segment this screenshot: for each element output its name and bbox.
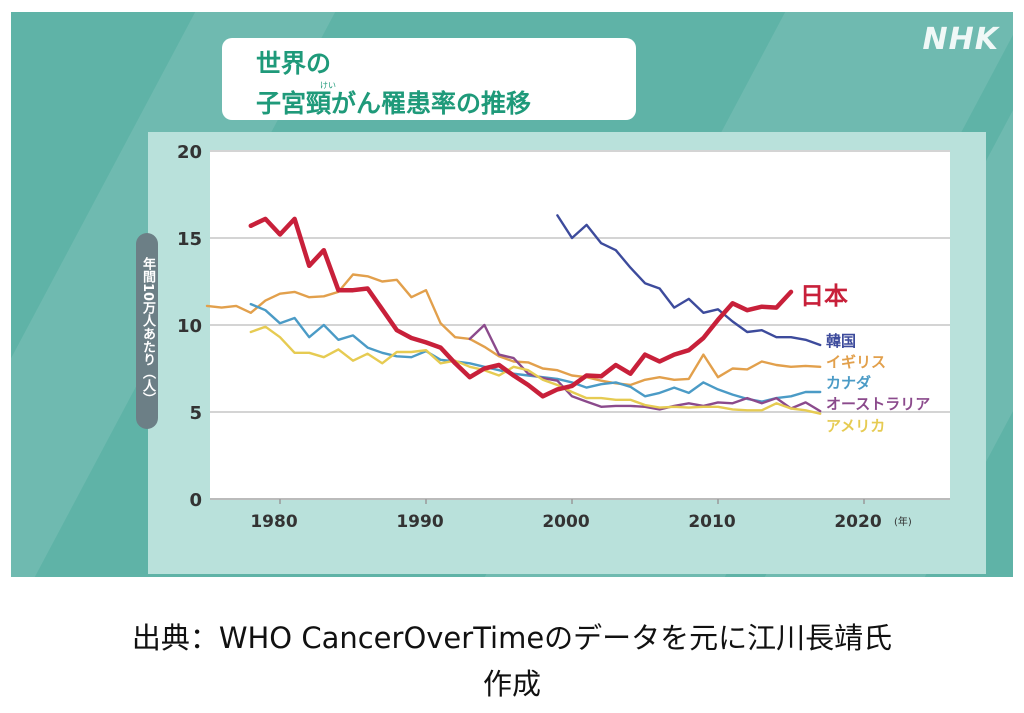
y-tick-label: 20 (177, 142, 202, 163)
series-line (249, 325, 822, 415)
series-label: 韓国 (826, 332, 856, 350)
y-tick-label: 15 (177, 229, 202, 250)
caption-line2: 作成 (482, 667, 541, 701)
x-tick-label: 1980 (250, 512, 297, 532)
y-tick-label: 0 (189, 490, 202, 511)
source-caption: 出典：WHO CancerOverTimeのデータを元に江川長靖氏 作成 (0, 615, 1024, 707)
series-label: アメリカ (826, 417, 885, 435)
series-label: オーストラリア (826, 395, 930, 413)
caption-line1: 出典：WHO CancerOverTimeのデータを元に江川長靖氏 (131, 621, 893, 655)
series-line (248, 216, 794, 399)
x-axis-unit: (年) (894, 515, 912, 528)
line-chart: 0 5 10 15 20 1980 1990 2000 2010 2020 (年) 韓国イギリスカナダ… (177, 142, 950, 532)
y-tick-label: 5 (189, 403, 202, 424)
series-label: 日本 (800, 282, 848, 310)
x-tick-label: 1990 (396, 512, 443, 532)
x-tick-label: 2010 (688, 512, 735, 532)
chart-title-box: 世界の けい 子宮頸がん罹患率の推移 (222, 38, 636, 120)
nhk-logo: NHK (922, 22, 999, 57)
x-tick-label: 2020 (834, 512, 881, 532)
series-label: カナダ (826, 374, 871, 392)
chart-title-ruby: けい (320, 81, 336, 90)
x-tick-label: 2000 (542, 512, 589, 532)
chart-title-line2: 子宮頸がん罹患率の推移 (256, 89, 532, 118)
chart-title-line1: 世界の (256, 49, 332, 78)
y-tick-label: 10 (177, 316, 202, 337)
y-axis-label: 年間10万人あたり（人） (136, 233, 158, 429)
series-label: イギリス (826, 353, 886, 371)
